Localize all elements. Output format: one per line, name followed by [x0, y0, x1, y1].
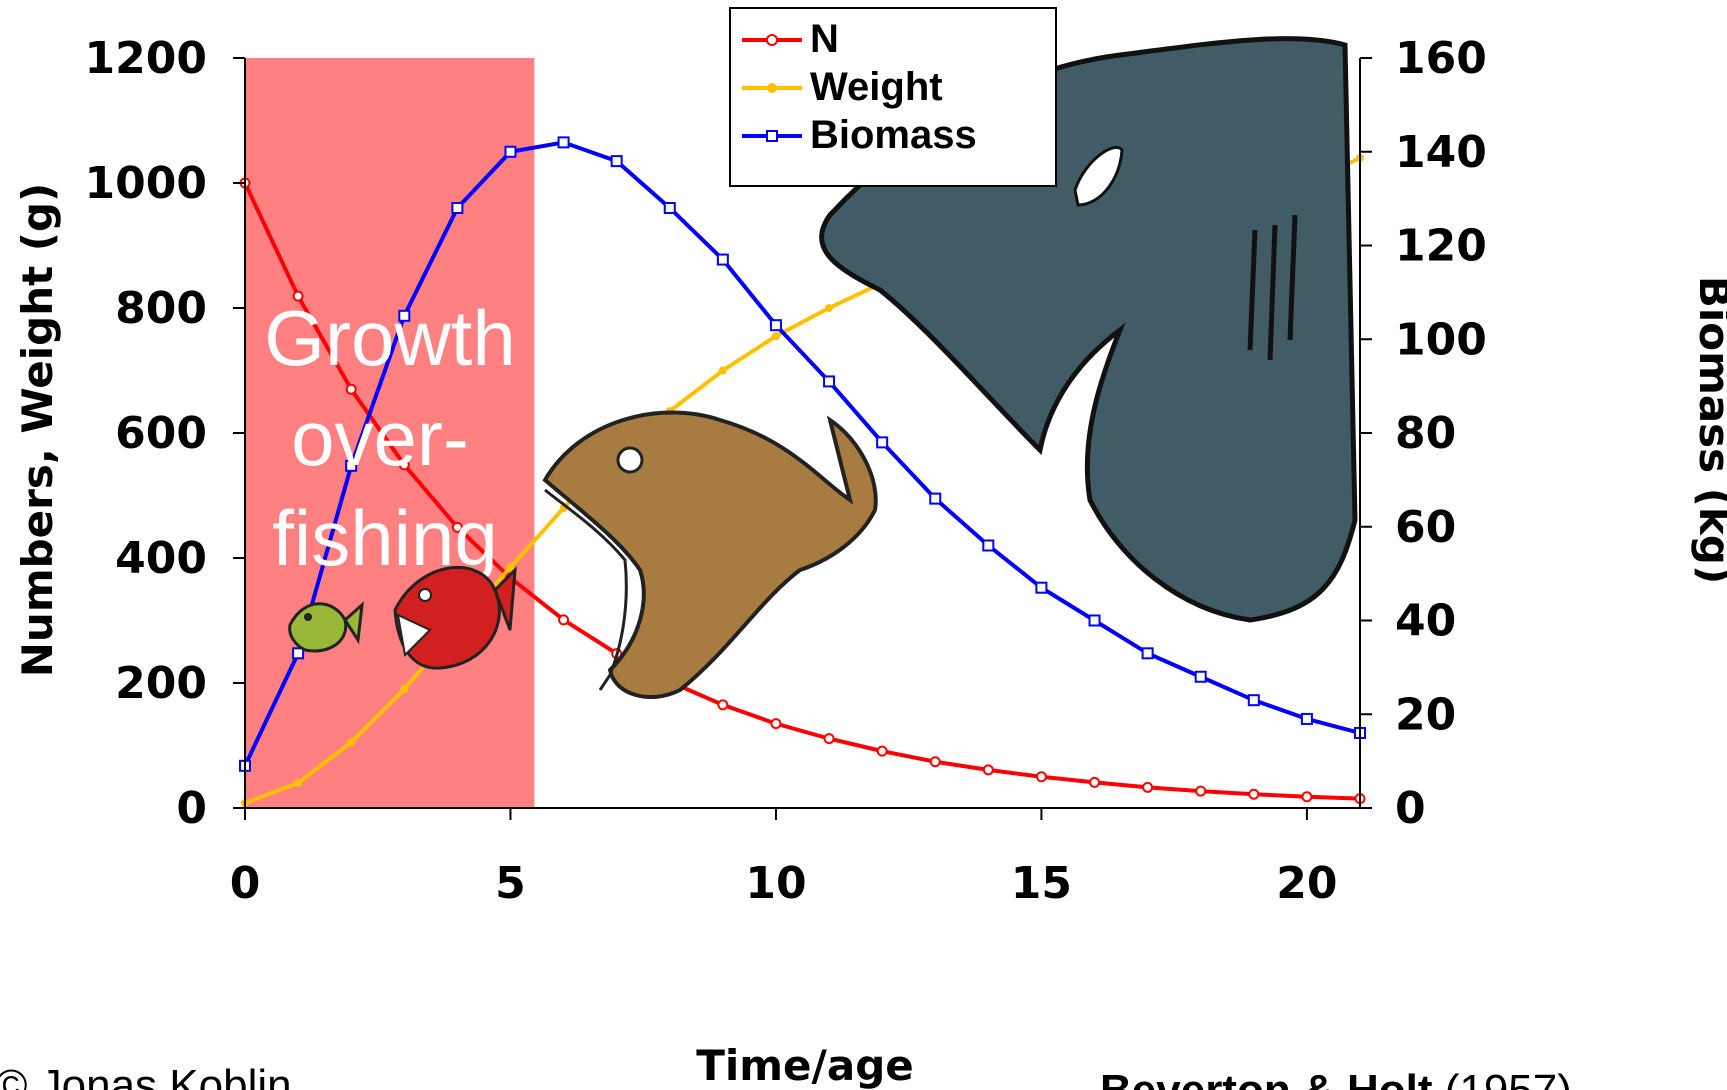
legend-label-n: N [810, 17, 839, 61]
credit-right-bold: Beverton & Holt [1100, 1066, 1433, 1090]
data-point-biomass-18 [1194, 670, 1207, 683]
annotation-line-2: over- [291, 394, 469, 482]
credit-left: © Jonas Koblin [0, 1061, 292, 1090]
y-right-tick-label-60: 60 [1395, 502, 1456, 553]
data-point-weight-9 [718, 366, 727, 375]
data-point-biomass-4 [451, 202, 464, 214]
data-point-n-19 [1248, 788, 1260, 800]
annotation-line-1: Growth [264, 294, 515, 382]
data-point-biomass-3 [398, 309, 411, 322]
data-point-biomass-9 [716, 253, 729, 266]
data-point-biomass-7 [610, 155, 623, 168]
legend-item-biomass: Biomass [742, 113, 977, 157]
data-point-n-9 [717, 699, 729, 711]
data-point-weight-1 [294, 779, 303, 787]
small-green-fish-illustration [288, 601, 364, 653]
x-tick-label-5: 5 [495, 858, 526, 909]
brown-fish-illustration [542, 410, 878, 700]
data-point-biomass-19 [1247, 694, 1260, 707]
y-right-tick-label-120: 120 [1395, 221, 1487, 272]
y-left-tick-label-800: 800 [115, 283, 207, 334]
legend-label-biomass: Biomass [810, 113, 977, 157]
y-left-tick-label-400: 400 [115, 533, 207, 584]
y-right-tick-label-100: 100 [1395, 314, 1487, 365]
data-point-biomass-12 [876, 436, 889, 449]
data-point-n-11 [823, 733, 835, 745]
x-tick-label-20: 20 [1276, 858, 1337, 909]
legend-item-n: N [742, 17, 839, 61]
legend-box [729, 7, 1057, 187]
red-fish-illustration [393, 566, 517, 670]
y-right-tick-label-0: 0 [1395, 783, 1426, 834]
x-axis-title: Time/age [696, 1041, 914, 1090]
data-point-n-10 [770, 718, 782, 730]
data-point-biomass-16 [1088, 614, 1101, 627]
data-point-weight-3 [400, 685, 409, 694]
data-point-biomass-2 [345, 459, 358, 472]
y-left-tick-label-600: 600 [115, 408, 207, 459]
y-right-tick-label-40: 40 [1395, 596, 1456, 647]
data-point-biomass-13 [929, 492, 942, 505]
data-point-n-15 [1035, 771, 1047, 783]
data-point-biomass-8 [663, 202, 676, 214]
series-line-n [243, 182, 1361, 801]
y-right-tick-label-20: 20 [1395, 689, 1456, 740]
y-left-tick-label-1000: 1000 [85, 158, 207, 209]
y-left-tick-label-1200: 1200 [85, 33, 207, 84]
x-tick-label-15: 15 [1011, 858, 1072, 909]
y-right-tick-label-160: 160 [1395, 33, 1487, 84]
data-point-biomass-14 [982, 539, 995, 552]
data-point-weight-11 [825, 304, 834, 312]
y-left-tick-label-200: 200 [115, 658, 207, 709]
credit-right: Beverton & Holt (1957) [1100, 1066, 1572, 1090]
data-point-n-1 [292, 290, 304, 302]
data-point-n-2 [345, 383, 357, 395]
data-point-n-12 [876, 745, 888, 757]
axes: 0200400600800100012000204060801001201401… [85, 33, 1487, 909]
data-point-n-20 [1301, 791, 1313, 803]
legend: N Weight Biomass [729, 7, 1057, 187]
data-point-n-3 [398, 459, 410, 471]
data-point-n-14 [982, 764, 994, 776]
legend-label-weight: Weight [810, 65, 943, 109]
y-right-tick-label-140: 140 [1395, 127, 1487, 178]
y-left-tick-label-0: 0 [176, 783, 207, 834]
y-axis-right-title: Biomass (kg) [1690, 276, 1727, 584]
x-tick-label-0: 0 [230, 858, 261, 909]
data-point-n-4 [451, 521, 463, 533]
x-tick-label-10: 10 [745, 858, 806, 909]
data-point-biomass-5 [504, 145, 517, 158]
legend-item-weight: Weight [742, 65, 943, 109]
data-point-biomass-11 [823, 375, 836, 388]
data-point-n-17 [1142, 781, 1154, 793]
data-point-weight-2 [347, 738, 356, 747]
data-point-biomass-20 [1300, 712, 1313, 725]
y-axis-left-title: Numbers, Weight (g) [13, 183, 62, 677]
data-point-n-18 [1195, 785, 1207, 797]
data-point-biomass-1 [292, 647, 305, 660]
series-line-biomass [243, 140, 1361, 767]
y-right-tick-label-80: 80 [1395, 408, 1456, 459]
data-point-weight-5 [506, 563, 515, 572]
growth-overfishing-region [245, 58, 535, 808]
data-point-biomass-17 [1141, 647, 1154, 660]
data-point-n-13 [929, 756, 941, 768]
data-point-weight-10 [771, 332, 780, 341]
data-point-n-6 [558, 614, 570, 626]
data-point-biomass-10 [769, 319, 782, 332]
data-point-biomass-6 [557, 136, 570, 149]
data-point-n-16 [1089, 776, 1101, 788]
data-point-biomass-15 [1035, 581, 1048, 594]
credit-right-rest: (1957) [1432, 1066, 1571, 1090]
